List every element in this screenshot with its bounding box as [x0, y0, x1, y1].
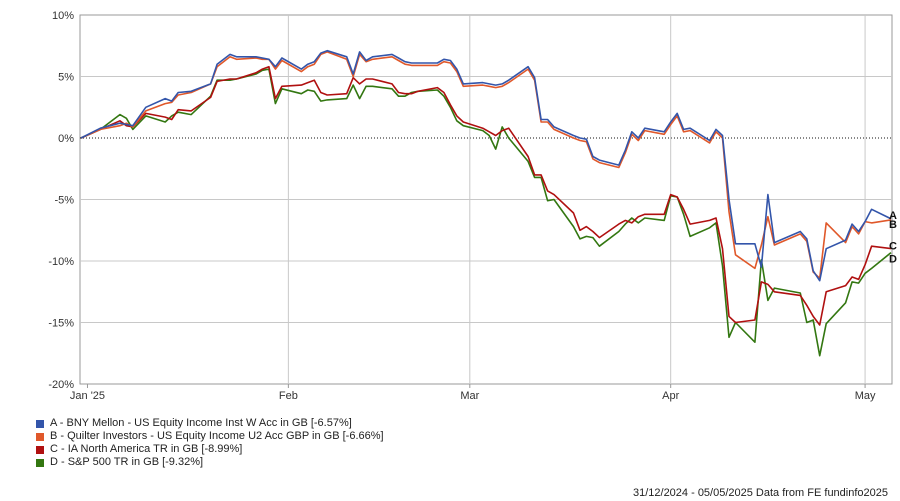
series-end-label-a: A	[889, 210, 897, 222]
legend-item-d: D - S&P 500 TR in GB [-9.32%]	[36, 456, 384, 469]
legend-label-b: B - Quilter Investors - US Equity Income…	[50, 430, 384, 442]
legend-item-a: A - BNY Mellon - US Equity Income Inst W…	[36, 417, 384, 430]
legend-swatch-a	[36, 419, 44, 428]
legend-label-c: C - IA North America TR in GB [-8.99%]	[50, 443, 243, 455]
y-tick-label: -15%	[48, 318, 74, 330]
data-source-footer: 31/12/2024 - 05/05/2025 Data from FE fun…	[632, 487, 888, 499]
y-tick-label: -10%	[48, 256, 74, 268]
legend-swatch-d	[36, 458, 44, 467]
legend-swatch-c	[36, 445, 44, 454]
series-end-label-d: D	[889, 254, 897, 266]
y-tick-label: 5%	[58, 72, 74, 84]
series-line-b	[80, 51, 892, 279]
series-end-label-b: B	[889, 219, 897, 231]
legend-label-d: D - S&P 500 TR in GB [-9.32%]	[50, 456, 204, 468]
legend-swatch-b	[36, 432, 44, 441]
x-tick-label: Jan '25	[70, 390, 105, 402]
chart-legend: A - BNY Mellon - US Equity Income Inst W…	[36, 417, 384, 469]
x-tick-label: Apr	[662, 390, 679, 402]
x-tick-label: Mar	[460, 390, 479, 402]
legend-label-a: A - BNY Mellon - US Equity Income Inst W…	[50, 417, 352, 429]
series-end-label-c: C	[889, 241, 897, 253]
chart-series-group	[80, 49, 892, 357]
x-tick-label: May	[855, 390, 876, 402]
series-line-d	[80, 68, 892, 357]
x-tick-label: Feb	[279, 390, 298, 402]
y-axis-ticks: 10% 5% 0% -5% -10% -15% -20%	[48, 10, 74, 391]
series-line-c	[80, 65, 892, 326]
series-line-a	[80, 49, 892, 282]
legend-item-c: C - IA North America TR in GB [-8.99%]	[36, 443, 384, 456]
y-tick-label: 10%	[52, 10, 74, 22]
y-tick-label: 0%	[58, 133, 74, 145]
chart-grid	[79, 14, 893, 388]
legend-item-b: B - Quilter Investors - US Equity Income…	[36, 430, 384, 443]
x-axis-ticks: Jan '25 Feb Mar Apr May	[70, 390, 876, 402]
y-tick-label: -20%	[48, 379, 74, 391]
y-tick-label: -5%	[54, 195, 74, 207]
